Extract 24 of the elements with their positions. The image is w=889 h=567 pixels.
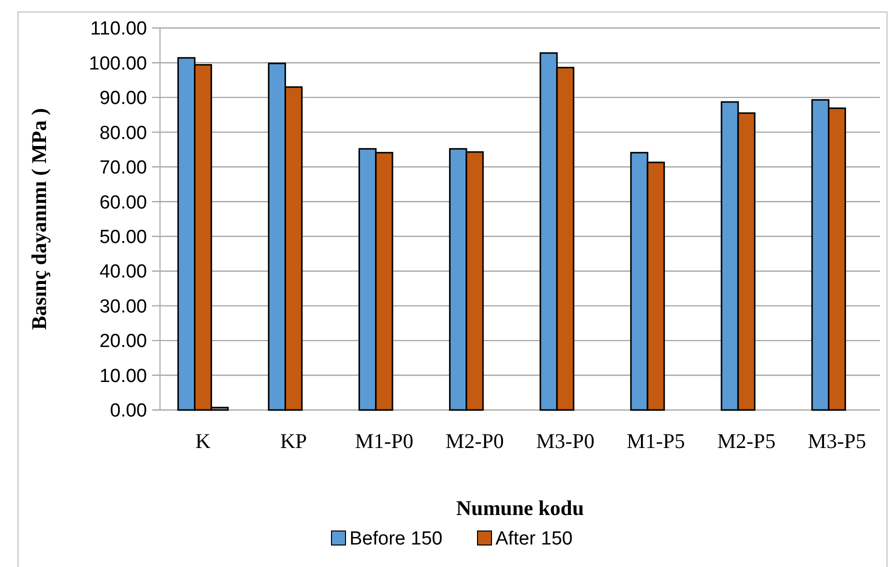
x-tick-label: M2-P0 — [446, 429, 504, 453]
y-tick-label: 20.00 — [99, 331, 147, 352]
x-tick-label: M2-P5 — [717, 429, 776, 453]
y-tick-label: 50.00 — [99, 227, 147, 248]
y-tick-label: 90.00 — [99, 88, 147, 110]
y-tick-label: 40.00 — [99, 262, 147, 283]
y-tick-label: 70.00 — [99, 158, 147, 179]
y-axis-title: Basınç dayanımı ( MPa ) — [27, 108, 51, 330]
y-tick-label: 60.00 — [99, 192, 147, 214]
y-tick-label: 80.00 — [99, 122, 147, 144]
y-tick-label: 0.00 — [110, 400, 147, 422]
x-tick-label: M3-P5 — [808, 429, 866, 453]
x-tick-label: M1-P0 — [354, 429, 414, 453]
x-axis-title: Numune kodu — [456, 496, 584, 520]
legend-label: Before 150 — [350, 528, 442, 550]
x-tick-label: K — [195, 429, 211, 453]
y-tick-label: 10.00 — [99, 366, 147, 387]
x-tick-label: M3-P0 — [536, 429, 594, 453]
x-tick-label: KP — [280, 429, 308, 453]
y-tick-label: 110.00 — [90, 18, 147, 40]
y-tick-label: 30.00 — [99, 296, 147, 318]
x-tick-label: M1-P5 — [626, 429, 686, 453]
y-tick-label: 100.00 — [88, 53, 147, 74]
legend-label: After 150 — [496, 528, 573, 550]
